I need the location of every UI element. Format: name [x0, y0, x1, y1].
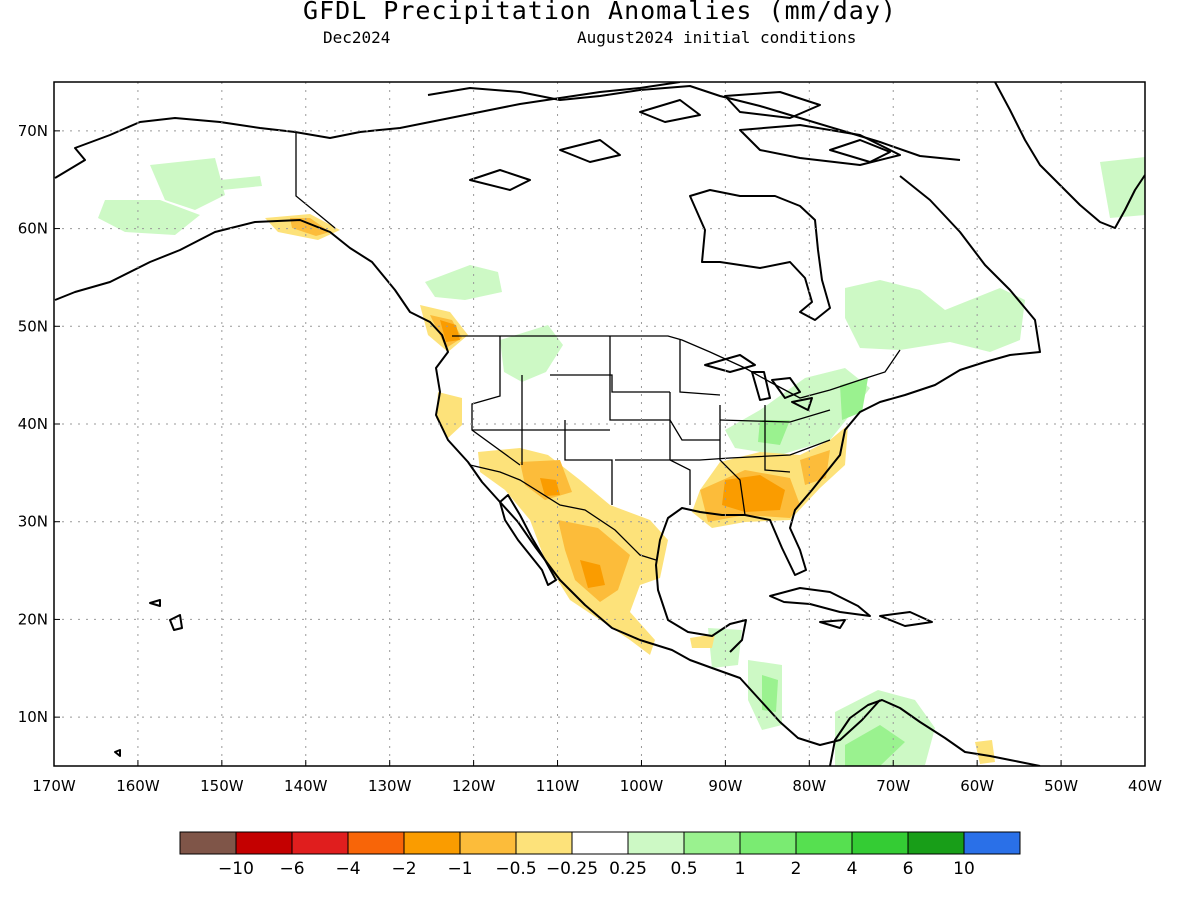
lat-tick-label: 40N [18, 415, 48, 433]
lat-tick-label: 70N [18, 122, 48, 140]
lon-tick-label: 90W [708, 777, 742, 795]
colorbar-swatch [907, 831, 965, 855]
colorbar-swatch [291, 831, 349, 855]
lon-tick-label: 140W [284, 777, 328, 795]
lon-tick-label: 150W [200, 777, 244, 795]
colorbar-label: 1 [735, 859, 746, 879]
colorbar-swatch [795, 831, 853, 855]
colorbar-label: 0.5 [670, 859, 697, 879]
colorbar-label: −0.25 [546, 859, 598, 879]
lat-tick-label: 30N [18, 513, 48, 531]
lon-tick-label: 160W [116, 777, 160, 795]
colorbar-swatch [179, 831, 237, 855]
forecast-month: Dec2024 [323, 28, 391, 47]
colorbar-swatch [403, 831, 461, 855]
colorbar-label: −6 [279, 859, 304, 879]
map-title: GFDL Precipitation Anomalies (mm/day) [303, 0, 897, 25]
lon-tick-label: 50W [1044, 777, 1078, 795]
colorbar-label: 4 [847, 859, 858, 879]
colorbar-swatch [963, 831, 1021, 855]
lon-tick-label: 130W [368, 777, 412, 795]
colorbar-label: −4 [335, 859, 360, 879]
colorbar-swatch [739, 831, 797, 855]
lat-tick-label: 50N [18, 317, 48, 335]
lon-tick-label: 100W [620, 777, 664, 795]
lon-tick-label: 120W [452, 777, 496, 795]
initial-conditions: August2024 initial conditions [577, 28, 857, 47]
lat-tick-label: 60N [18, 220, 48, 238]
colorbar-label: −0.5 [495, 859, 536, 879]
colorbar-swatch [515, 831, 573, 855]
colorbar-label: −1 [447, 859, 472, 879]
colorbar-swatch [459, 831, 517, 855]
colorbar-swatch [347, 831, 405, 855]
coastlines [54, 82, 1145, 766]
latitude-axis: 70N 60N 50N 40N 30N 20N 10N [18, 122, 60, 726]
lat-tick-label: 20N [18, 610, 48, 628]
longitude-axis: 170W 160W 150W 140W 130W 120W 110W 100W 90W 80W 70… [32, 760, 1162, 795]
colorbar-label: 2 [791, 859, 802, 879]
anomaly-shading [98, 157, 1145, 766]
lon-tick-label: 60W [960, 777, 994, 795]
graticule [54, 82, 1145, 766]
colorbar-label: 10 [953, 859, 975, 879]
lon-tick-label: 170W [32, 777, 76, 795]
colorbar-swatch [851, 831, 909, 855]
political-borders [295, 133, 901, 561]
colorbar-label: −10 [218, 859, 254, 879]
colorbar-label: 0.25 [609, 859, 647, 879]
colorbar-swatch [235, 831, 293, 855]
lon-tick-label: 110W [536, 777, 580, 795]
colorbar-swatch [627, 831, 685, 855]
lon-tick-label: 80W [792, 777, 826, 795]
lon-tick-label: 40W [1128, 777, 1162, 795]
lat-tick-label: 10N [18, 708, 48, 726]
colorbar: −10 −6 −4 −2 −1 −0.5 −0.25 0.25 0.5 1 2 4 6 10 [179, 831, 1021, 879]
colorbar-label: 6 [903, 859, 914, 879]
lon-tick-label: 70W [876, 777, 910, 795]
colorbar-swatch [683, 831, 741, 855]
colorbar-swatch [571, 831, 629, 855]
colorbar-label: −2 [391, 859, 416, 879]
